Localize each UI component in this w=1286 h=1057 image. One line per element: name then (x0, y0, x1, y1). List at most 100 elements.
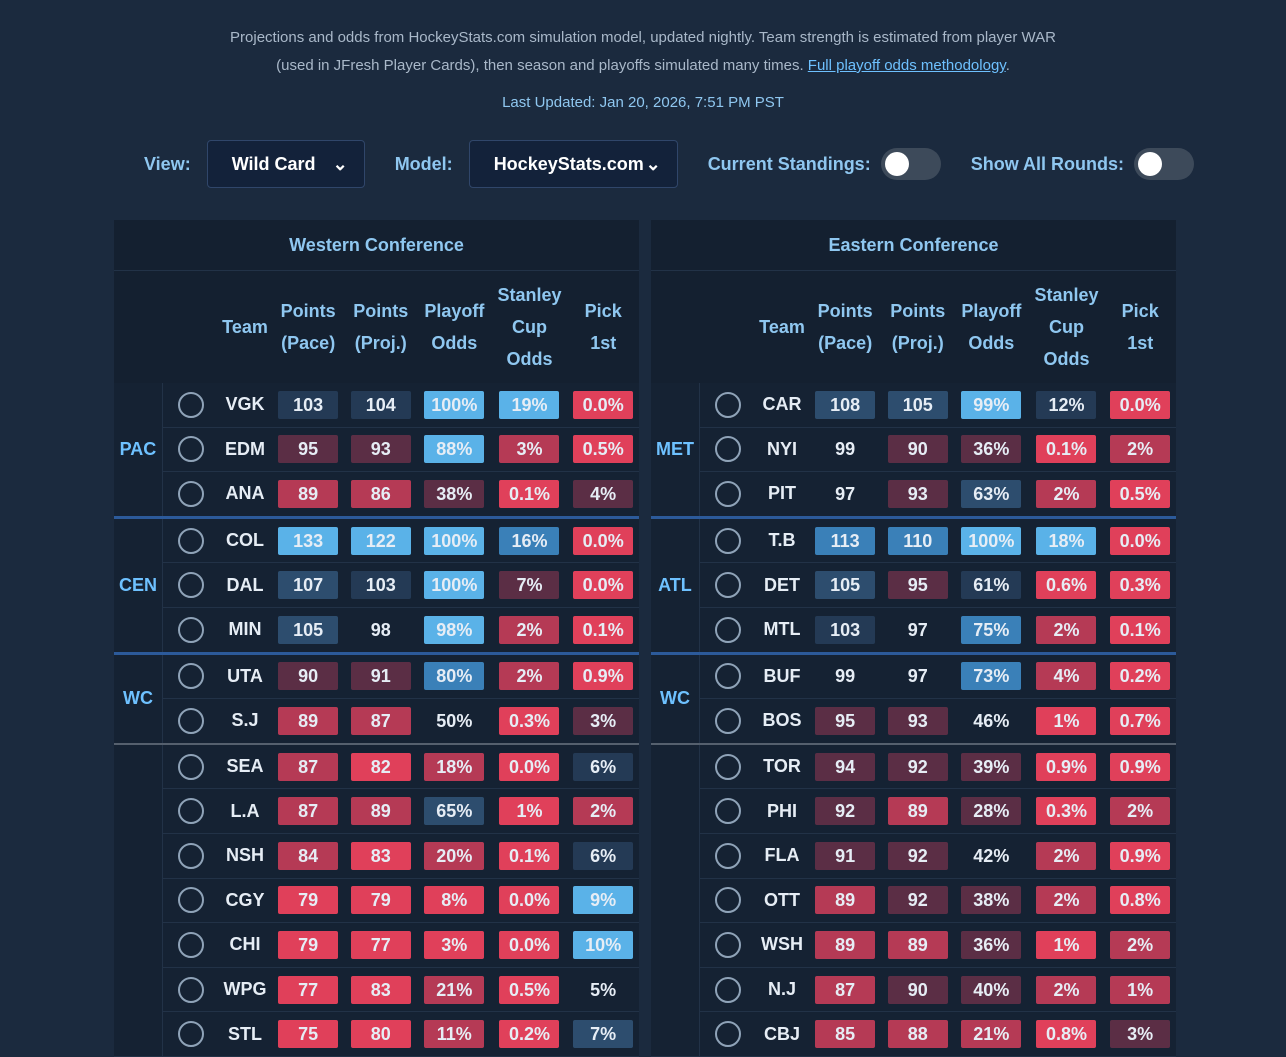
stat-cell: 89 (808, 922, 882, 968)
standings-toggle[interactable] (880, 148, 941, 180)
stat-cell: 0.0% (567, 517, 639, 564)
logo-cell (699, 517, 756, 564)
division-cell: PAC (114, 383, 163, 519)
stat-cell: 87 (271, 788, 345, 834)
team-logo (714, 753, 741, 780)
team-logo (714, 707, 741, 734)
stat-cell: 0.8% (1104, 878, 1176, 924)
stat-cell: 94 (808, 743, 882, 790)
team-cell: DAL (218, 562, 272, 608)
stat-cell: 2% (1028, 471, 1105, 519)
stat-cell: 77 (344, 922, 418, 968)
stat-value: 38% (424, 479, 485, 508)
stat-value: 105 (887, 390, 948, 419)
stat-cell: 87 (808, 967, 882, 1013)
stat-cell: 9% (567, 878, 639, 924)
logo-cell (699, 427, 756, 473)
stat-value: 20% (424, 841, 485, 870)
stat-cell: 16% (491, 517, 568, 564)
stat-value: 3% (573, 706, 634, 735)
division-cell: MET (651, 383, 700, 519)
stat-value: 0.0% (573, 526, 634, 555)
team-cell: WPG (218, 967, 272, 1013)
stat-value: 77 (278, 975, 339, 1004)
logo-cell (699, 607, 756, 655)
team-abbr: VGK (225, 394, 265, 415)
conference-title: Western Conference (114, 220, 639, 271)
stat-cell: 73% (954, 653, 1029, 700)
stat-cell: 93 (344, 427, 418, 473)
team-logo (714, 572, 741, 599)
stat-cell: 0.2% (1104, 653, 1176, 700)
division-label: CEN (118, 574, 157, 595)
stat-value: 95 (278, 435, 339, 464)
stat-value: 107 (278, 571, 339, 600)
stat-cell: 85 (808, 1011, 882, 1057)
model-select[interactable]: HockeyStats.com ⌄ (468, 140, 678, 188)
team-abbr: TOR (763, 756, 801, 777)
team-row: CHI 79 77 3% 0.0% 10% (114, 922, 639, 968)
stat-value: 0.7% (1110, 706, 1171, 735)
stat-value: 95 (887, 571, 948, 600)
stat-cell: 0.9% (1104, 833, 1176, 879)
team-logo (177, 931, 204, 958)
stat-cell: 82 (344, 743, 418, 790)
team-logo (177, 887, 204, 914)
stat-cell: 99 (808, 427, 882, 473)
team-logo (714, 616, 741, 643)
conference-panel: Western Conference Team Points (Pace) Point… (114, 220, 639, 1057)
stat-value: 65% (424, 797, 485, 826)
stat-value: 90 (887, 975, 948, 1004)
stat-cell: 105 (881, 383, 955, 428)
rounds-toggle[interactable] (1134, 148, 1195, 180)
stat-cell: 80 (344, 1011, 418, 1057)
view-select[interactable]: Wild Card ⌄ (206, 140, 365, 188)
stat-cell: 103 (344, 562, 418, 608)
logo-cell (162, 698, 219, 745)
stat-cell: 3% (491, 427, 568, 473)
stat-value: 2% (1110, 930, 1171, 959)
stat-value: 87 (350, 706, 411, 735)
stat-cell: 50% (417, 698, 492, 745)
stat-cell: 0.0% (1104, 383, 1176, 428)
stat-value: 99% (961, 390, 1022, 419)
team-logo (714, 480, 741, 507)
stat-value: 2% (1036, 841, 1097, 870)
stat-cell: 0.0% (491, 922, 568, 968)
team-row: DAL 107 103 100% 7% 0.0% (114, 562, 639, 608)
team-cell: ANA (218, 471, 272, 519)
team-cell: FLA (755, 833, 809, 879)
stat-value: 83 (350, 975, 411, 1004)
division-cell (114, 743, 163, 1057)
stat-value: 98% (424, 615, 485, 644)
stat-value: 100% (424, 571, 485, 600)
stat-cell: 87 (271, 743, 345, 790)
stat-cell: 0.1% (1104, 607, 1176, 655)
stat-cell: 0.7% (1104, 698, 1176, 745)
stat-value: 89 (887, 797, 948, 826)
stat-value: 6% (573, 841, 634, 870)
stat-cell: 2% (1028, 967, 1105, 1013)
stat-value: 2% (1036, 975, 1097, 1004)
stat-cell: 0.3% (1104, 562, 1176, 608)
stat-value: 16% (499, 526, 560, 555)
stat-value: 3% (424, 930, 485, 959)
team-abbr: COL (226, 530, 265, 551)
team-abbr: NYI (767, 438, 798, 459)
stat-value: 6% (573, 752, 634, 781)
stat-cell: 0.2% (491, 1011, 568, 1057)
stat-value: 83 (350, 841, 411, 870)
stat-cell: 75% (954, 607, 1029, 655)
team-cell: OTT (755, 878, 809, 924)
team-abbr: UTA (227, 665, 263, 686)
stat-cell: 2% (1028, 607, 1105, 655)
stat-value: 113 (815, 526, 876, 555)
team-logo (714, 391, 741, 418)
logo-cell (162, 788, 219, 834)
team-abbr: CGY (225, 889, 265, 910)
methodology-link[interactable]: Full playoff odds methodology (807, 57, 1006, 74)
stat-value: 79 (350, 886, 411, 915)
stat-value: 0.3% (499, 706, 560, 735)
stat-value: 3% (499, 435, 560, 464)
stat-value: 82 (350, 752, 411, 781)
